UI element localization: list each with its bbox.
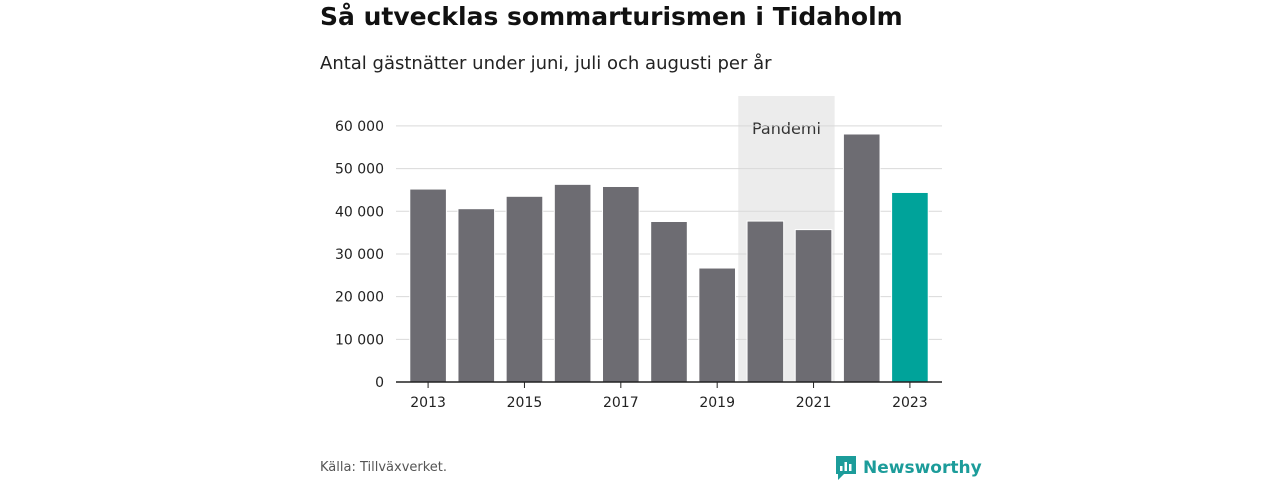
y-tick-label: 0	[375, 375, 384, 391]
bar-2017	[602, 185, 640, 383]
bar-2015	[505, 195, 544, 383]
pandemic-label: Pandemi	[752, 119, 821, 138]
bar-2019	[698, 267, 736, 383]
bar-2013	[409, 188, 447, 383]
bar-2021	[794, 229, 833, 383]
bar-2014	[457, 208, 496, 383]
chart-subtitle: Antal gästnätter under juni, juli och au…	[320, 53, 772, 74]
y-tick-label: 50 000	[335, 162, 384, 178]
y-tick-label: 20 000	[335, 290, 384, 306]
y-tick-label: 40 000	[335, 204, 384, 220]
x-tick-label: 2015	[507, 395, 543, 411]
chart-title: Så utvecklas sommarturismen i Tidaholm	[320, 2, 903, 31]
bar-2020	[746, 220, 785, 383]
newsworthy-logo-icon	[836, 456, 856, 480]
bar-2022	[842, 133, 881, 383]
x-tick-label: 2013	[410, 395, 446, 411]
brand-logo[interactable]: Newsworthy	[835, 455, 982, 481]
source-note: Källa: Tillväxverket.	[320, 460, 448, 475]
x-tick-label: 2021	[796, 395, 832, 411]
y-tick-label: 30 000	[335, 247, 384, 263]
brand-name: Newsworthy	[863, 458, 982, 478]
x-tick-label: 2017	[603, 395, 639, 411]
y-tick-label: 60 000	[335, 119, 384, 135]
y-tick-label: 10 000	[335, 332, 384, 348]
x-tick-label: 2019	[699, 395, 735, 411]
bar-2016	[553, 183, 592, 383]
bar-2023	[891, 191, 929, 383]
bar-2018	[650, 220, 688, 383]
x-tick-label: 2023	[892, 395, 928, 411]
